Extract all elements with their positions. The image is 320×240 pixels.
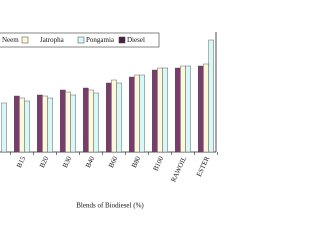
legend-swatch [118, 36, 126, 44]
bar [65, 91, 71, 153]
bar [174, 67, 181, 153]
bar [105, 82, 112, 153]
bar [13, 95, 20, 153]
bar [47, 97, 53, 153]
legend-label: Jatropha [40, 36, 65, 44]
chart: Blends of Biodiesel (%) B15 B20 B30 B40 B60 B… [0, 32, 218, 210]
bar [197, 65, 204, 153]
bar [134, 74, 140, 153]
bar [70, 94, 76, 153]
bar [82, 87, 89, 153]
bar [128, 76, 135, 153]
bar [157, 67, 163, 153]
x-axis-title: Blends of Biodiesel (%) [76, 202, 144, 210]
bar [139, 74, 146, 153]
legend-swatch [77, 36, 85, 44]
bar [111, 79, 117, 153]
legend-label: Neem [2, 36, 19, 44]
bar [19, 97, 25, 153]
legend-label: Pongamia [86, 36, 115, 44]
legend-label: Diesel [127, 36, 145, 44]
bar [1, 102, 7, 153]
bar [203, 63, 209, 153]
bar [42, 95, 48, 153]
bar [162, 67, 169, 153]
bar [151, 69, 158, 153]
bar [93, 92, 99, 153]
bar [208, 39, 215, 153]
bar [185, 65, 192, 153]
bar [180, 65, 186, 153]
bar [60, 89, 66, 153]
bar [88, 89, 94, 153]
bar [37, 94, 43, 153]
legend-swatch [21, 36, 29, 44]
bar [24, 100, 31, 153]
bar [116, 82, 122, 153]
